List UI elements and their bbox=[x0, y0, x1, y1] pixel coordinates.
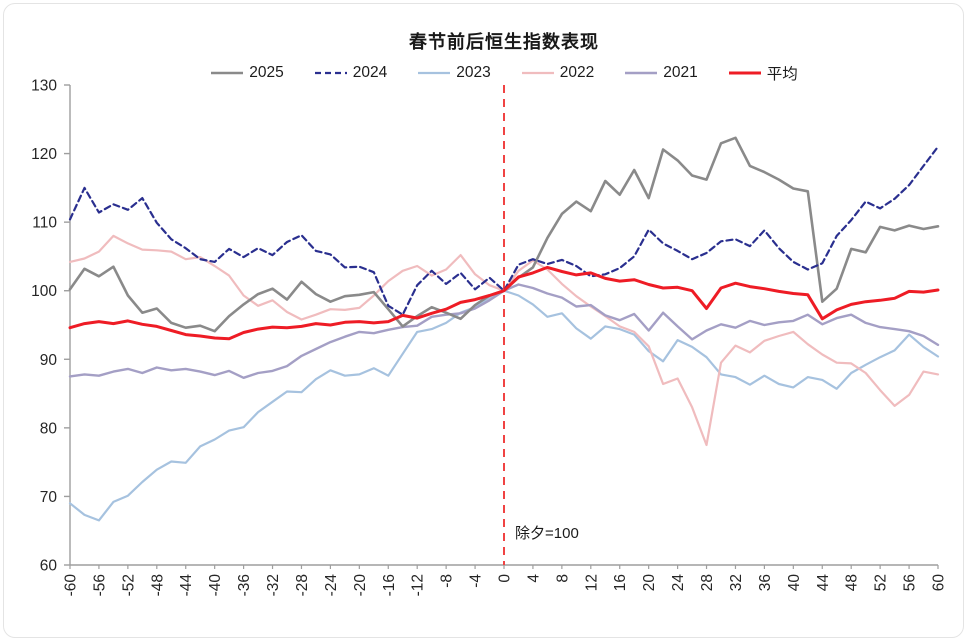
x-tick-label: 8 bbox=[554, 574, 571, 583]
y-tick-label: 130 bbox=[31, 78, 57, 95]
x-tick-label: -60 bbox=[63, 574, 80, 597]
x-tick-label: -56 bbox=[91, 574, 108, 596]
legend: 2025 2024 2023 2022 2021 平均 bbox=[70, 62, 938, 84]
legend-label-2021: 2021 bbox=[663, 64, 698, 81]
x-tick-label: 52 bbox=[873, 574, 890, 591]
y-tick-label: 90 bbox=[40, 352, 58, 369]
x-tick-label: 16 bbox=[612, 574, 629, 591]
y-tick-label: 100 bbox=[31, 283, 57, 300]
legend-item-2025: 2025 bbox=[210, 64, 284, 82]
x-tick-label: 20 bbox=[641, 574, 658, 592]
x-tick-label: -52 bbox=[120, 574, 137, 596]
y-tick-label: 80 bbox=[40, 420, 58, 437]
x-tick-label: -32 bbox=[265, 574, 282, 596]
x-tick-label: 24 bbox=[670, 574, 687, 592]
x-tick-label: -44 bbox=[178, 574, 195, 597]
legend-item-2022: 2022 bbox=[521, 64, 594, 82]
series-line-平均 bbox=[68, 265, 940, 341]
chart-title: 春节前后恒生指数表现 bbox=[409, 32, 599, 52]
x-tick-label: -4 bbox=[468, 574, 485, 588]
x-tick-label: 44 bbox=[815, 574, 832, 592]
x-tick-label: 48 bbox=[844, 574, 861, 591]
x-tick-label: 40 bbox=[786, 574, 803, 592]
x-tick-label: -12 bbox=[410, 574, 427, 596]
x-tick-label: 4 bbox=[525, 574, 542, 583]
legend-item-平均: 平均 bbox=[728, 62, 798, 84]
legend-swatch-平均 bbox=[728, 71, 761, 75]
legend-label-2023: 2023 bbox=[456, 64, 491, 81]
x-tick-label: 12 bbox=[583, 574, 600, 591]
legend-label-平均: 平均 bbox=[766, 66, 798, 83]
x-tick-label: -20 bbox=[352, 574, 369, 597]
y-tick-label: 120 bbox=[31, 146, 57, 163]
legend-swatch-2025 bbox=[211, 71, 244, 75]
legend-item-2023: 2023 bbox=[417, 64, 491, 82]
legend-item-2021: 2021 bbox=[624, 64, 698, 82]
legend-swatch-2021 bbox=[625, 71, 658, 75]
x-tick-label: -8 bbox=[439, 574, 456, 588]
x-tick-label: 60 bbox=[931, 574, 948, 592]
cny-annotation: 除夕=100 bbox=[515, 525, 579, 542]
x-tick-label: -36 bbox=[236, 574, 253, 596]
legend-swatch-2024 bbox=[314, 71, 347, 75]
x-tick-label: -40 bbox=[207, 574, 224, 597]
x-tick-label: 32 bbox=[728, 574, 745, 591]
legend-item-2024: 2024 bbox=[314, 64, 387, 82]
legend-label-2024: 2024 bbox=[352, 64, 388, 81]
y-tick-label: 70 bbox=[40, 489, 58, 506]
x-tick-label: 28 bbox=[699, 574, 716, 591]
legend-swatch-2022 bbox=[521, 71, 554, 75]
x-tick-label: -28 bbox=[294, 574, 311, 596]
x-tick-label: 0 bbox=[497, 574, 514, 583]
x-tick-label: -16 bbox=[381, 574, 398, 596]
x-tick-label: -24 bbox=[323, 574, 340, 597]
y-tick-label: 110 bbox=[32, 215, 57, 232]
y-tick-label: 60 bbox=[40, 558, 58, 575]
legend-label-2022: 2022 bbox=[559, 64, 595, 81]
x-tick-label: 56 bbox=[902, 574, 919, 591]
x-tick-label: 36 bbox=[757, 574, 774, 591]
legend-swatch-2023 bbox=[418, 71, 451, 75]
legend-label-2025: 2025 bbox=[249, 64, 284, 81]
x-tick-label: -48 bbox=[149, 574, 166, 596]
